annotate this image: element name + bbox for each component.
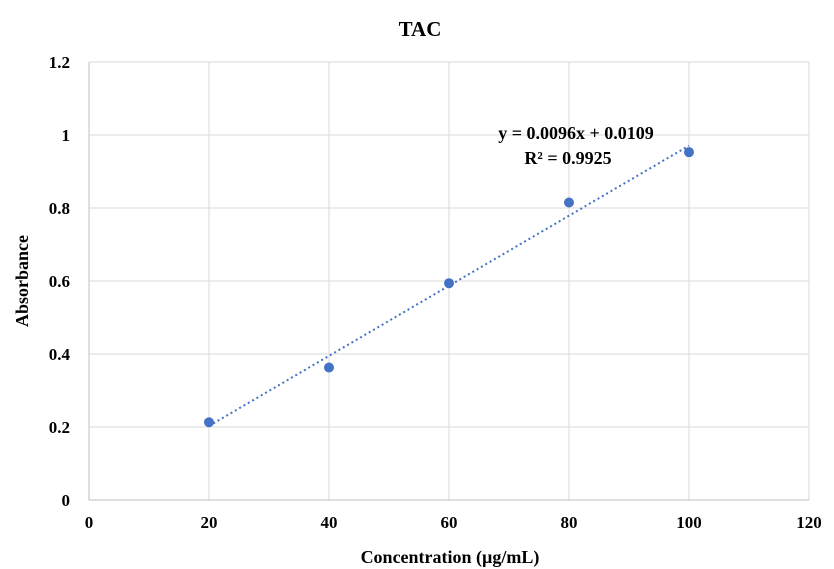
- y-tick-label: 1.2: [49, 53, 70, 72]
- y-axis-ticks: 0 0.2 0.4 0.6 0.8 1 1.2: [49, 53, 71, 510]
- y-tick-label: 0.6: [49, 272, 70, 291]
- y-tick-label: 0.2: [49, 418, 70, 437]
- gridlines: [89, 61, 810, 500]
- x-tick-label: 120: [796, 513, 822, 532]
- chart-title: TAC: [399, 17, 442, 41]
- x-tick-label: 40: [321, 513, 338, 532]
- y-tick-label: 0.8: [49, 199, 70, 218]
- y-tick-label: 1: [62, 126, 71, 145]
- x-tick-label: 80: [561, 513, 578, 532]
- y-tick-label: 0.4: [49, 345, 71, 364]
- data-point: [564, 197, 574, 208]
- trendline-equation: y = 0.0096x + 0.0109: [498, 123, 654, 143]
- x-axis-label: Concentration (µg/mL): [361, 547, 540, 568]
- data-point: [684, 147, 694, 158]
- r-squared-label: R² = 0.9925: [524, 148, 611, 168]
- y-axis-label: Absorbance: [12, 235, 32, 327]
- data-point: [444, 278, 454, 289]
- x-tick-label: 100: [676, 513, 702, 532]
- x-tick-label: 60: [441, 513, 458, 532]
- x-tick-label: 20: [201, 513, 218, 532]
- data-points: [204, 147, 694, 428]
- x-axis-ticks: 0 20 40 60 80 100 120: [85, 513, 822, 532]
- data-point: [204, 417, 214, 428]
- y-tick-label: 0: [62, 491, 71, 510]
- axes: [88, 62, 809, 501]
- x-tick-label: 0: [85, 513, 94, 532]
- data-point: [324, 362, 334, 373]
